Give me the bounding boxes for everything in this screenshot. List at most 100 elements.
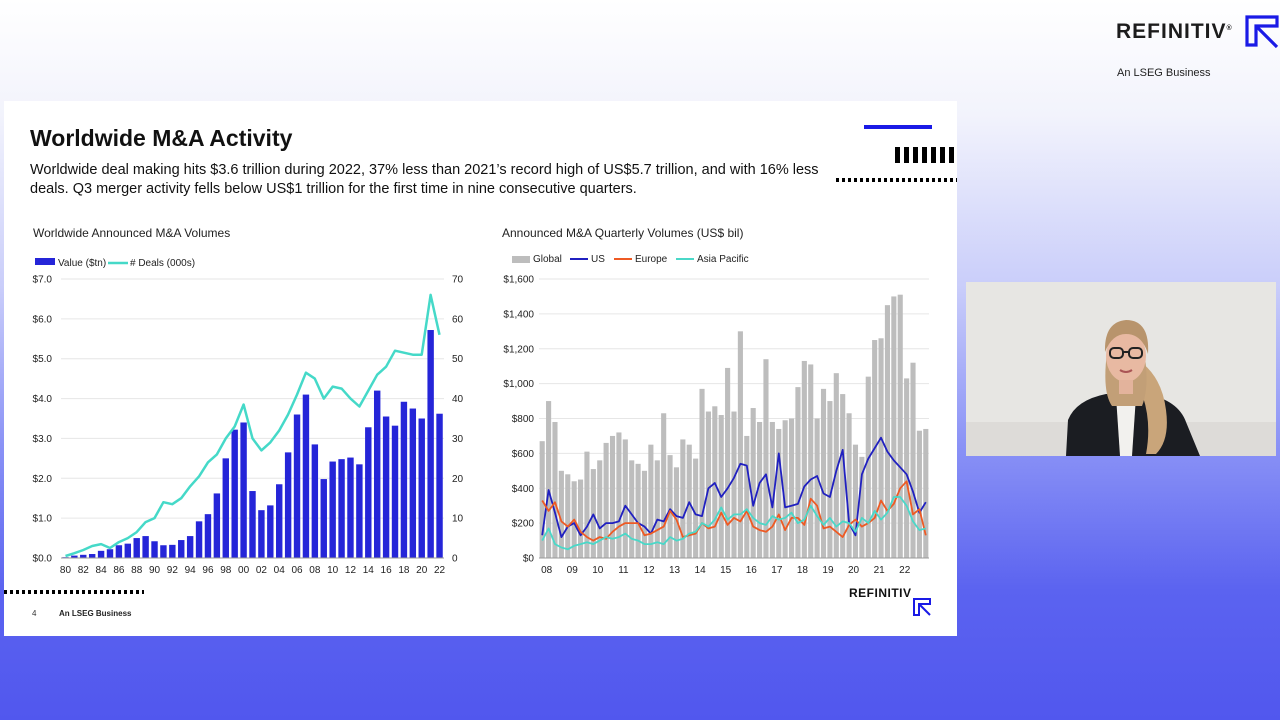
global-bar xyxy=(578,479,584,558)
global-bar xyxy=(769,421,775,558)
x-tick-label: 02 xyxy=(256,565,268,576)
value-bar xyxy=(186,536,194,558)
global-bar xyxy=(667,455,673,558)
x-tick-label: 90 xyxy=(149,565,161,576)
page-number: 4 xyxy=(32,609,37,618)
x-tick-label: 08 xyxy=(541,565,553,576)
x-tick-label: 20 xyxy=(416,565,428,576)
y-tick: $600 xyxy=(512,449,535,460)
global-bar xyxy=(552,421,558,558)
europe-line xyxy=(541,480,927,542)
value-bar xyxy=(338,459,345,558)
global-bar xyxy=(616,432,622,558)
refinitiv-r-icon xyxy=(1245,15,1279,48)
global-bar xyxy=(680,439,686,558)
global-bar xyxy=(833,373,839,558)
y-tick-left: $4.0 xyxy=(33,394,53,405)
x-tick-label: 08 xyxy=(309,565,321,576)
value-bar xyxy=(160,545,167,558)
presenter-person-icon xyxy=(966,282,1276,456)
global-bar xyxy=(725,367,731,558)
global-bar xyxy=(597,460,603,558)
asia-pacific-line xyxy=(541,496,927,551)
slide-description: Worldwide deal making hits $3.6 trillion… xyxy=(30,162,819,197)
legend-label-us: US xyxy=(591,254,605,265)
y-tick-left: $2.0 xyxy=(33,474,53,485)
y-tick-left: $6.0 xyxy=(33,314,53,325)
value-bar xyxy=(302,394,310,558)
deals-line xyxy=(65,293,441,558)
chart-quarterly-volumes: Global US Europe Asia Pacific $0 $200 $400 $600… xyxy=(503,254,929,576)
global-bar xyxy=(565,474,571,558)
value-bar xyxy=(320,479,327,558)
legend-label-global: Global xyxy=(533,254,562,265)
x-tick-label: 14 xyxy=(695,565,707,576)
y-tick-right: 40 xyxy=(452,394,464,405)
value-bar xyxy=(231,429,238,558)
x-tick-label: 22 xyxy=(899,565,911,576)
global-bar xyxy=(641,470,648,558)
presenter-video[interactable] xyxy=(966,282,1276,456)
x-tick-label: 15 xyxy=(720,565,732,576)
y-tick-right: 60 xyxy=(452,314,464,325)
chart2-title: Announced M&A Quarterly Volumes (US$ bil… xyxy=(502,226,744,240)
chart-worldwide-volumes: Value ($tn) # Deals (000s) $0.0 $1.0 $2.0 $3.… xyxy=(33,258,464,576)
global-bar xyxy=(622,439,628,558)
x-tick-label: 00 xyxy=(238,565,250,576)
slide-title: Worldwide M&A Activity xyxy=(30,125,293,151)
value-bar xyxy=(293,414,301,558)
x-tick-label: 13 xyxy=(669,565,681,576)
x-tick-label: 96 xyxy=(202,565,214,576)
global-bar xyxy=(757,421,763,558)
value-bar xyxy=(382,416,390,558)
x-tick-label: 10 xyxy=(327,565,339,576)
y-tick-left: $0.0 xyxy=(33,554,53,565)
global-bar xyxy=(699,388,705,558)
value-bar xyxy=(97,550,105,558)
global-bar xyxy=(840,394,846,558)
legend-label-europe: Europe xyxy=(635,254,668,265)
value-bar xyxy=(373,390,381,558)
value-bar xyxy=(391,425,399,558)
value-bar xyxy=(347,457,354,558)
x-tick-label: 10 xyxy=(592,565,604,576)
global-bar xyxy=(859,456,865,558)
global-bar xyxy=(904,378,910,558)
value-bar xyxy=(124,543,132,558)
value-bar xyxy=(142,536,149,558)
value-bar xyxy=(267,505,274,558)
global-bar xyxy=(878,338,884,558)
global-bar xyxy=(750,408,756,558)
global-bar xyxy=(584,451,590,558)
global-bar xyxy=(891,296,897,558)
global-bar xyxy=(673,467,680,558)
x-tick-label: 04 xyxy=(274,565,286,576)
global-bar xyxy=(763,359,769,558)
y-tick-right: 50 xyxy=(452,354,464,365)
global-bar xyxy=(884,305,890,558)
us-line xyxy=(541,436,927,539)
value-bar xyxy=(329,461,336,558)
value-bar xyxy=(195,521,203,558)
value-bar xyxy=(240,422,247,558)
decorative-blue-line xyxy=(864,125,932,129)
y-tick-right: 30 xyxy=(452,434,464,445)
global-bar xyxy=(814,418,820,558)
y-tick: $1,400 xyxy=(503,309,534,320)
global-bar xyxy=(852,444,859,558)
y-tick: $1,200 xyxy=(503,344,534,355)
presentation-slide: Worldwide M&A Activity Worldwide deal ma… xyxy=(4,101,957,636)
value-bar xyxy=(80,554,87,558)
x-tick-label: 92 xyxy=(167,565,179,576)
legend-swatch-global xyxy=(512,256,530,263)
decorative-dotted-line xyxy=(836,178,957,182)
value-bar xyxy=(258,510,265,558)
global-bar xyxy=(737,331,743,558)
x-tick-label: 12 xyxy=(643,565,655,576)
x-tick-label: 21 xyxy=(874,565,886,576)
y-tick: $800 xyxy=(512,414,535,425)
x-tick-label: 82 xyxy=(78,565,90,576)
y-tick: $0 xyxy=(523,554,535,565)
y-tick-right: 0 xyxy=(452,554,458,565)
decorative-dotted-line-bottom xyxy=(4,590,144,594)
